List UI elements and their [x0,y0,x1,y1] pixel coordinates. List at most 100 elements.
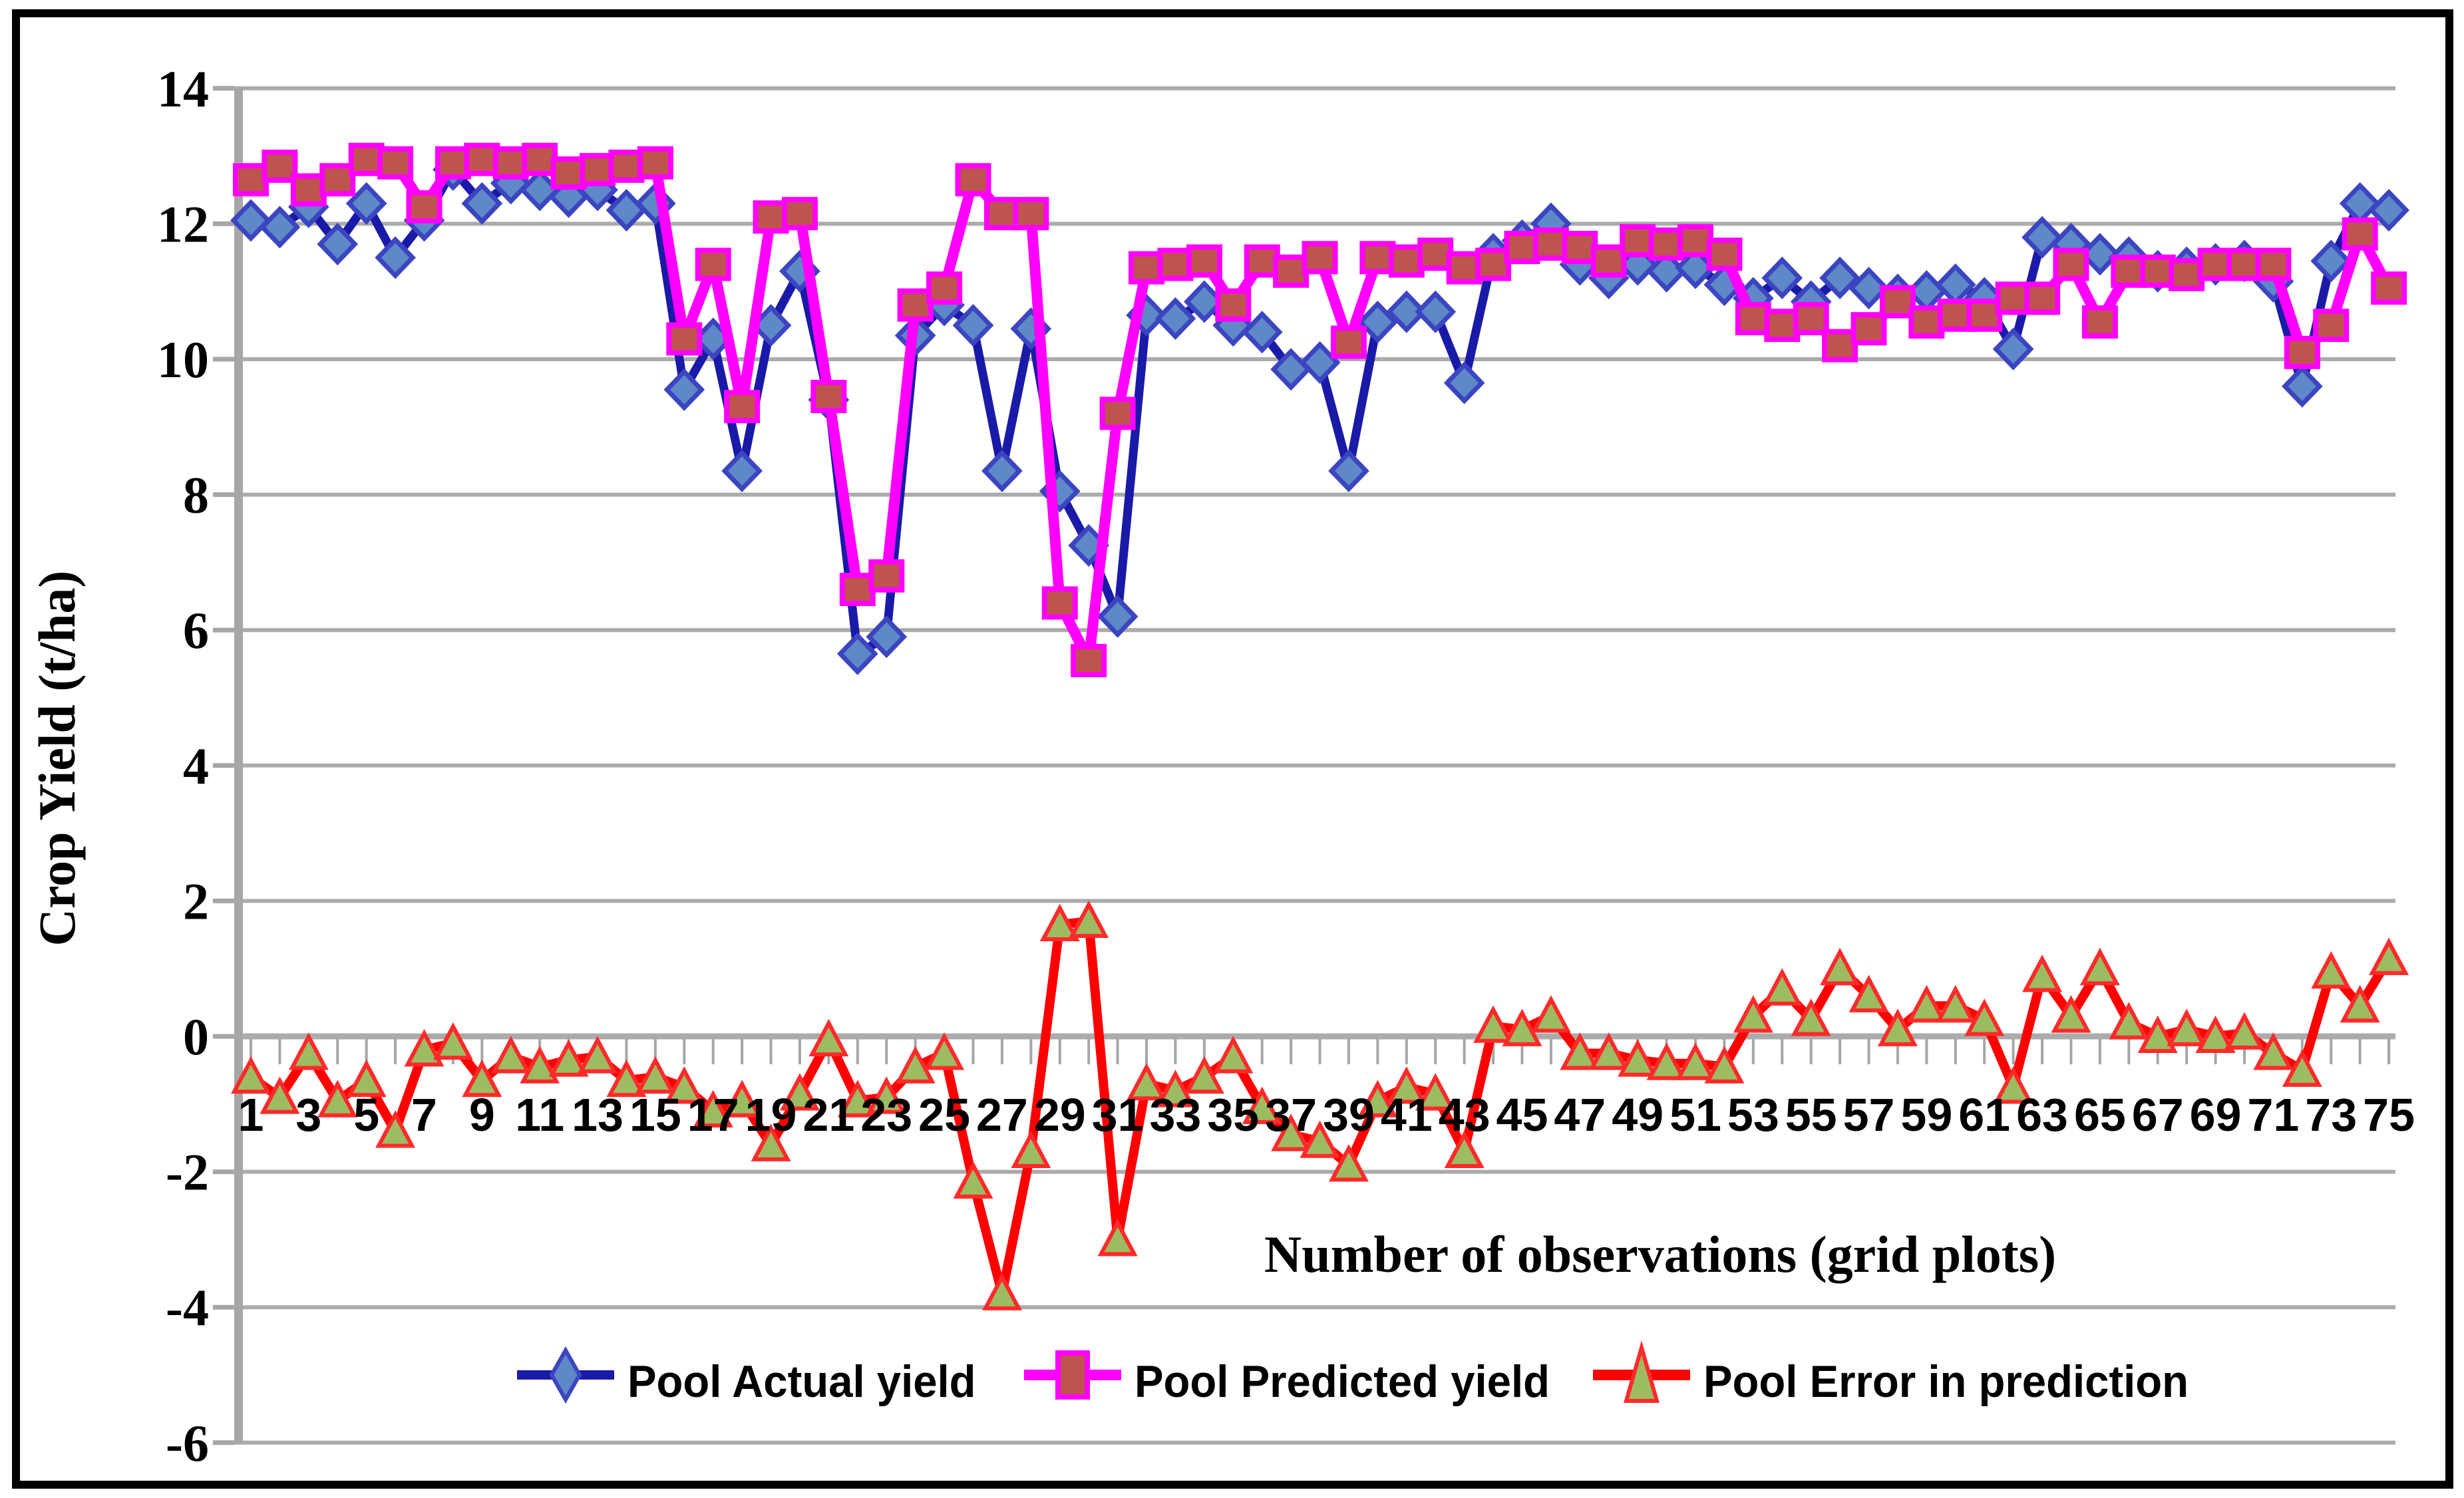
data-point-triangle [490,1036,531,1074]
data-point-square [1735,301,1771,335]
data-point-diamond [981,449,1023,493]
x-tick-label: 71 [2247,1089,2299,1141]
data-point-triangle [808,1018,849,1057]
data-point-square [1648,227,1685,261]
x-tick-label: 13 [572,1089,623,1141]
x-tick-label: 69 [2190,1089,2242,1141]
data-point-square [492,146,529,180]
data-point-square [724,390,761,424]
data-point-square [550,156,587,190]
data-point-square [1937,298,1974,332]
data-point-square [2226,247,2262,281]
y-axis-title: Crop Yield (t/ha) [28,571,86,947]
x-tick-label: 23 [860,1089,912,1141]
data-point-triangle [1127,1062,1167,1101]
data-point-square [2139,254,2176,288]
data-point-triangle [1935,984,1976,1023]
data-point-diamond [259,206,301,249]
data-point-triangle [2137,1015,2178,1053]
data-point-triangle [1877,1008,1918,1046]
y-tick-label: 2 [183,872,209,930]
data-point-square [1099,396,1136,430]
data-point-square [522,142,558,176]
data-point-triangle [2311,951,2352,989]
data-point-diamond [1992,327,2034,371]
data-point-square [1157,247,1194,281]
data-point-triangle [1069,900,1109,938]
legend-label-error-prediction: Pool Error in prediction [1703,1356,2189,1407]
data-point-triangle [578,1036,618,1074]
x-tick-label: 73 [2305,1089,2357,1141]
data-point-square [868,559,905,593]
data-point-triangle [1762,968,1803,1006]
data-point-square [1041,586,1078,620]
data-point-diamond [317,222,359,265]
data-point-square [1330,325,1367,359]
x-tick-label: 55 [1785,1089,1837,1141]
data-point-square [1388,244,1425,278]
data-point-triangle [375,1110,416,1148]
x-tick-label: 49 [1612,1089,1664,1141]
data-point-triangle [722,1080,763,1118]
data-point-square [262,149,298,183]
x-tick-label: 65 [2074,1089,2126,1141]
x-tick-label: 25 [918,1089,970,1141]
data-point-triangle [1011,1130,1051,1169]
data-point-triangle [346,1059,387,1098]
x-tick-label: 5 [353,1089,379,1141]
data-point-diamond [230,199,271,242]
data-point-diamond [2368,188,2409,232]
data-point-triangle [1588,1032,1629,1070]
data-point-triangle [1271,1114,1312,1151]
predicted-yield-square-marker-icon [1023,1345,1123,1418]
x-tick-label: 63 [2016,1089,2068,1141]
legend-label-predicted-yield: Pool Predicted yield [1135,1356,1550,1407]
data-point-square [897,288,934,322]
x-tick-label: 31 [1092,1089,1144,1141]
error-prediction-triangle-marker-icon [1592,1340,1691,1418]
data-point-triangle [1618,1039,1658,1077]
data-point-square [348,142,385,176]
data-point-triangle [288,1032,329,1070]
data-point-triangle [1530,995,1571,1033]
x-tick-label: 29 [1034,1089,1086,1141]
data-point-triangle [953,1161,993,1199]
data-point-diamond [375,236,416,279]
data-point-square [1822,329,1858,363]
data-point-square [464,142,500,176]
data-point-diamond [1819,256,1860,299]
data-point-triangle [1964,998,2005,1036]
data-point-square [983,197,1020,231]
data-point-diamond [2281,365,2323,408]
data-point-triangle [1704,1046,1745,1084]
legend-item-error-prediction: Pool Error in prediction [1592,1338,2208,1425]
data-point-diamond [2339,182,2381,225]
y-tick-label: 14 [157,60,209,118]
data-point-square [1532,227,1569,261]
data-point-triangle [2109,1002,2149,1040]
x-tick-label: 1 [238,1089,264,1141]
data-point-square [1244,244,1280,278]
legend-item-actual-yield: Pool Actual yield [516,1338,990,1425]
data-point-square [1504,231,1540,265]
chart-legend: Pool Actual yield Pool Predicted yield P… [0,1338,2464,1425]
data-point-square [2255,247,2292,281]
x-tick-label: 41 [1381,1089,1433,1141]
data-point-square [1273,254,1310,288]
data-point-square [753,200,789,234]
data-point-square [1908,305,1945,339]
data-point-triangle [1791,998,1831,1036]
data-point-triangle [1473,1005,1514,1043]
data-point-square [1446,251,1483,285]
y-tick-label: -4 [166,1278,209,1336]
data-point-square [1879,285,1916,319]
data-point-diamond [866,615,908,659]
data-point-square [233,163,269,197]
data-point-triangle [751,1124,791,1161]
y-tick-label: -2 [166,1143,209,1201]
data-point-square [2371,271,2407,305]
data-point-triangle [2340,984,2380,1023]
data-point-triangle [462,1059,502,1098]
